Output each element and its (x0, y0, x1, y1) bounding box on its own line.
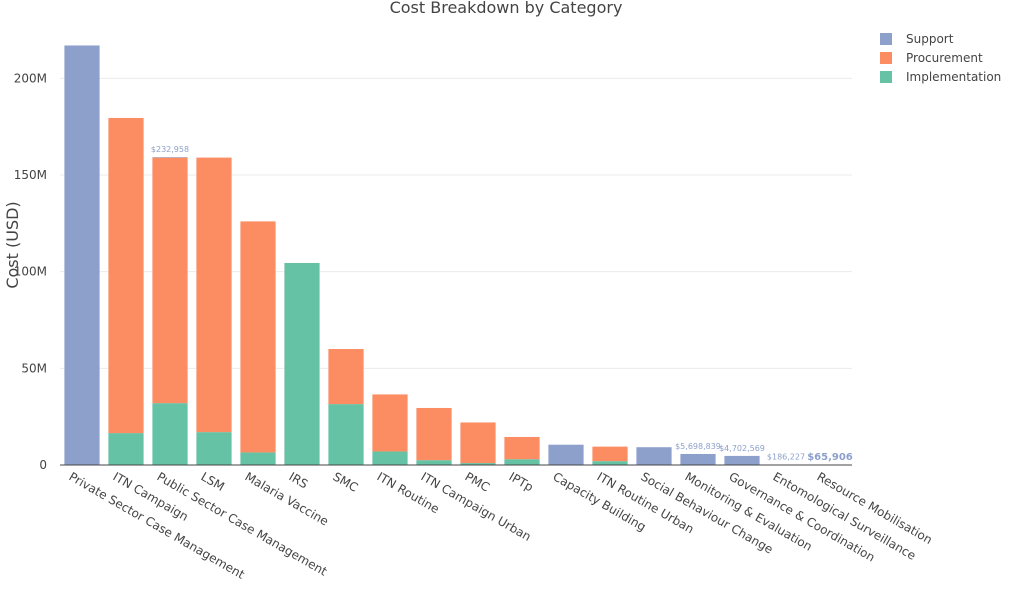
bar-implementation-public-sector-case-management[interactable] (152, 403, 188, 465)
x-tick-label-pmc: PMC (463, 469, 492, 494)
bar-implementation-malaria-vaccine[interactable] (240, 452, 276, 465)
data-label-resource-mobilisation: $65,906 (807, 452, 853, 463)
bar-procurement-malaria-vaccine[interactable] (240, 221, 276, 453)
bar-support-capacity-building[interactable] (548, 444, 584, 465)
x-tick-label-malaria-vaccine: Malaria Vaccine (243, 469, 331, 528)
data-label-monitoring-and-evaluation: $5,698,839 (675, 442, 721, 451)
bar-support-private-sector-case-management[interactable] (64, 45, 100, 465)
legend-label: Support (906, 32, 954, 46)
annotation-layer: $232,958 $5,698,839$4,702,569$186,227 $65,… (151, 145, 853, 463)
legend-label: Implementation (906, 70, 1001, 84)
bar-implementation-itn-routine-urban[interactable] (592, 461, 628, 465)
legend-swatch (880, 33, 892, 45)
x-tick-label-smc: SMC (331, 469, 361, 494)
bar-procurement-itn-routine[interactable] (372, 394, 408, 452)
bar-procurement-pmc[interactable] (460, 422, 496, 464)
bar-procurement-lsm[interactable] (196, 157, 232, 433)
x-tick-label-lsm: LSM (199, 469, 227, 493)
bar-implementation-itn-campaign[interactable] (108, 433, 144, 465)
bar-layer (64, 45, 848, 466)
bar-procurement-smc[interactable] (328, 349, 364, 405)
y-tick-label: 200M (14, 71, 47, 85)
bar-implementation-itn-routine[interactable] (372, 451, 408, 465)
data-label-governance-and-coordination: $4,702,569 (719, 444, 765, 453)
bar-implementation-iptp[interactable] (504, 459, 540, 465)
data-label-public-sector-case-management: $232,958 (151, 145, 189, 154)
bar-support-social-behaviour-change[interactable] (636, 447, 672, 465)
legend[interactable]: Support Procurement Implementation (880, 32, 1001, 84)
y-axis-title: Cost (USD) (3, 201, 22, 288)
bar-procurement-itn-campaign-urban[interactable] (416, 407, 452, 461)
bar-implementation-irs[interactable] (284, 262, 320, 465)
data-label-entomological-surveillance: $186,227 (767, 453, 805, 462)
y-tick-label: 0 (39, 458, 47, 472)
y-tick-label: 100M (14, 265, 47, 279)
bar-support-governance-and-coordination[interactable] (724, 455, 760, 465)
x-tick-label-irs: IRS (287, 469, 311, 491)
chart-title: Cost Breakdown by Category (390, 0, 623, 17)
legend-item-procurement[interactable]: Procurement (880, 51, 983, 65)
legend-item-implementation[interactable]: Implementation (880, 70, 1001, 84)
legend-swatch (880, 52, 892, 64)
bar-procurement-itn-campaign[interactable] (108, 117, 144, 434)
bar-procurement-iptp[interactable] (504, 436, 540, 460)
y-tick-label: 150M (14, 168, 47, 182)
bar-implementation-pmc[interactable] (460, 463, 496, 465)
bar-implementation-lsm[interactable] (196, 432, 232, 465)
bar-procurement-itn-routine-urban[interactable] (592, 446, 628, 462)
bar-implementation-smc[interactable] (328, 404, 364, 465)
grid-layer (60, 77, 852, 369)
bar-support-monitoring-and-evaluation[interactable] (680, 453, 716, 465)
legend-label: Procurement (906, 51, 983, 65)
legend-item-support[interactable]: Support (880, 32, 954, 46)
bar-implementation-itn-campaign-urban[interactable] (416, 460, 452, 465)
bar-procurement-public-sector-case-management[interactable] (152, 157, 188, 404)
legend-swatch (880, 71, 892, 83)
x-tick-label-iptp: IPTp (507, 469, 536, 494)
y-tick-label: 50M (21, 361, 47, 375)
bar-support-public-sector-case-management[interactable] (152, 157, 188, 158)
